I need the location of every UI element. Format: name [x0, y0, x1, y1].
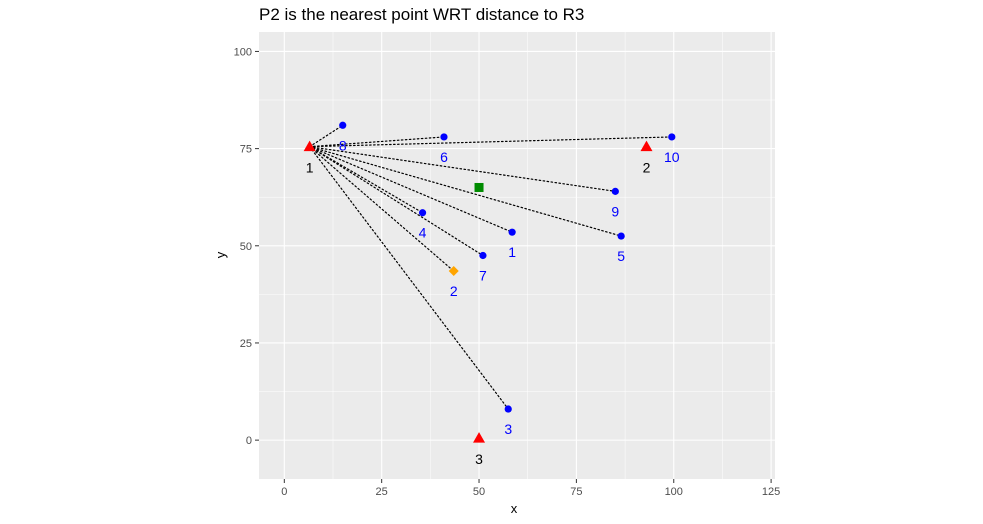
x-axis: 0 25 50 75 100 125	[281, 479, 780, 498]
point-label: 1	[508, 244, 516, 260]
data-point	[508, 228, 516, 236]
distance-line	[309, 146, 424, 214]
y-tick-label: 0	[246, 435, 252, 447]
x-axis-title: x	[511, 501, 518, 516]
point-label: 5	[617, 248, 625, 264]
y-axis-title: y	[213, 251, 228, 258]
data-point	[611, 187, 619, 195]
x-tick-label: 25	[376, 486, 388, 498]
distance-line	[309, 146, 616, 192]
distance-line	[309, 146, 513, 233]
point-label: 9	[611, 203, 619, 219]
x-tick-label: 100	[665, 486, 683, 498]
point-labels: 1 2 3 4 5 6 7 8 9 10 1 2 3	[306, 137, 680, 467]
highlight-point	[448, 266, 459, 277]
y-tick-label: 50	[240, 241, 252, 253]
y-tick-label: 25	[240, 338, 252, 350]
data-point	[668, 133, 676, 141]
plot-panel	[259, 32, 775, 479]
data-point	[479, 251, 487, 260]
distance-line	[309, 136, 673, 148]
point-label: 6	[440, 149, 448, 165]
reference-label: 3	[475, 451, 483, 467]
point-label: 3	[504, 421, 512, 437]
data-point	[504, 405, 512, 413]
center-point	[474, 182, 484, 192]
y-tick-label: 100	[234, 46, 252, 58]
data-point	[418, 209, 427, 217]
distance-line	[309, 146, 455, 272]
point-label: 7	[479, 268, 487, 284]
reference-label: 1	[306, 160, 314, 176]
point-label: 4	[419, 225, 427, 241]
chart-title: P2 is the nearest point WRT distance to …	[259, 5, 584, 24]
data-point	[339, 121, 347, 129]
grid	[259, 32, 775, 479]
distance-line	[309, 124, 344, 148]
distance-lines	[309, 124, 673, 410]
distance-line	[309, 146, 509, 410]
y-axis: 0 25 50 75 100	[234, 46, 259, 447]
data-point	[617, 232, 625, 240]
distance-line	[309, 136, 445, 148]
reference-label: 2	[643, 160, 651, 176]
distance-line	[309, 146, 622, 237]
reference-point	[473, 432, 486, 443]
point-label: 10	[664, 149, 680, 165]
x-tick-label: 125	[762, 486, 780, 498]
y-tick-label: 75	[240, 144, 252, 156]
x-tick-label: 0	[281, 486, 287, 498]
x-tick-label: 50	[473, 486, 485, 498]
data-points	[303, 121, 676, 443]
point-label: 8	[339, 137, 347, 153]
point-label: 2	[450, 283, 458, 299]
x-tick-label: 75	[570, 486, 582, 498]
data-point	[440, 133, 448, 141]
reference-point	[640, 140, 653, 152]
reference-point	[303, 140, 316, 152]
